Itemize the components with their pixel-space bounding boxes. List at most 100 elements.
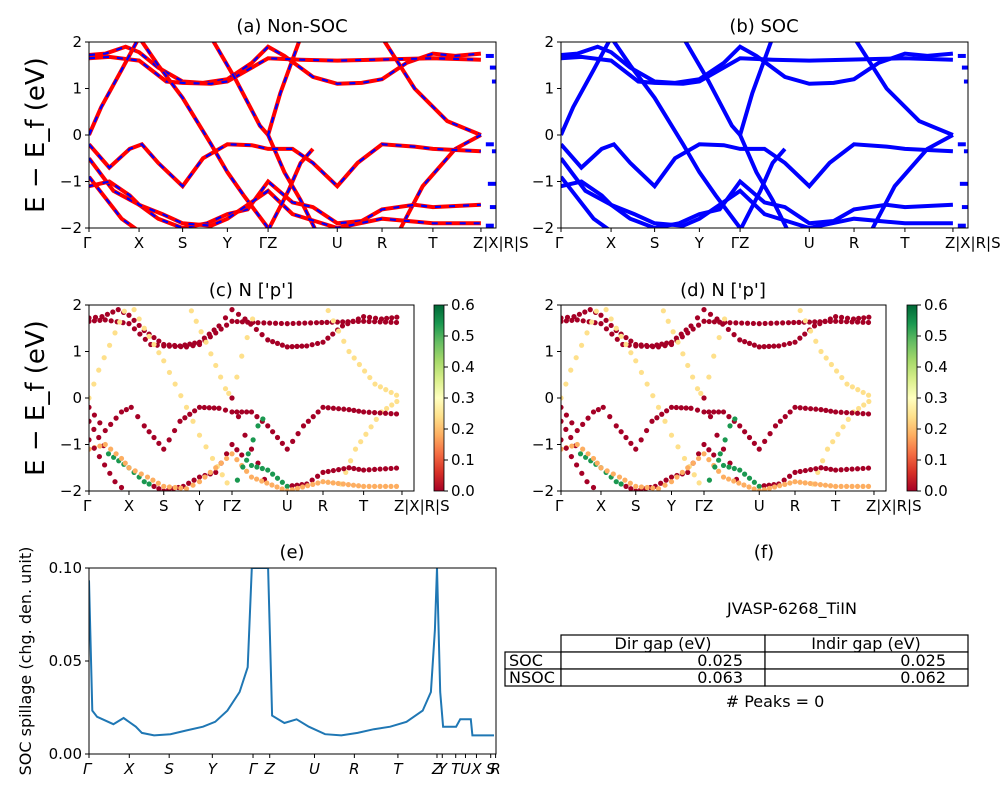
projection-point — [727, 423, 733, 429]
projection-point — [226, 390, 232, 396]
projection-point — [818, 465, 824, 471]
material-id: JVASP-6268_TiIN — [726, 599, 857, 619]
projection-point — [711, 319, 718, 325]
projection-point — [361, 318, 367, 324]
projection-point — [674, 474, 680, 480]
projection-point — [265, 337, 271, 343]
projection-point — [330, 405, 336, 411]
projection-point — [377, 483, 383, 489]
projection-point — [203, 339, 209, 345]
projection-point — [823, 407, 829, 413]
projection-point — [320, 479, 326, 485]
projection-point — [628, 486, 634, 491]
projection-point — [691, 472, 697, 478]
y-tick-label: 2 — [544, 33, 554, 51]
projection-point — [608, 322, 614, 329]
projection-point — [761, 344, 767, 350]
projection-point — [371, 410, 378, 416]
projection-point — [720, 462, 727, 469]
projection-point — [151, 434, 157, 441]
projection-point — [577, 451, 584, 457]
projection-point — [644, 343, 650, 349]
x-tick-label: T — [830, 497, 841, 515]
x-tick-label: Γ — [249, 760, 259, 778]
projection-point — [711, 409, 717, 415]
projection-point — [362, 368, 368, 374]
projection-point — [207, 469, 213, 475]
projection-point — [584, 330, 590, 336]
projection-point — [211, 405, 217, 411]
projection-point — [633, 343, 639, 349]
projection-point — [695, 455, 702, 462]
projection-point — [118, 484, 125, 491]
projection-point — [668, 432, 675, 438]
projection-point — [849, 384, 855, 390]
projection-point — [178, 393, 184, 399]
projection-point — [574, 317, 580, 323]
projection-point — [207, 334, 213, 340]
x-tick-label: Z|X|R|S — [866, 497, 922, 515]
projection-point — [122, 460, 128, 466]
projection-point — [274, 475, 281, 481]
projection-point — [336, 328, 342, 334]
projection-point — [290, 438, 296, 444]
projection-point — [813, 338, 819, 344]
x-tick-label: X — [123, 760, 135, 778]
projection-point — [131, 326, 138, 332]
colorbar-tick-label: 0.6 — [924, 296, 948, 314]
projection-point — [679, 334, 685, 340]
projection-point — [638, 343, 645, 349]
projection-point — [746, 475, 753, 481]
projection-point — [701, 451, 707, 457]
projection-point — [587, 307, 593, 313]
projection-point — [187, 411, 193, 417]
projection-point — [658, 480, 664, 486]
projection-point — [254, 464, 260, 470]
projection-point — [141, 325, 147, 331]
projection-point — [812, 481, 818, 487]
projection-point — [607, 414, 613, 420]
gap-table: Dir gap (eV) Indir gap (eV) SOC 0.025 0.… — [504, 634, 969, 687]
projection-point — [726, 414, 732, 420]
projection-point — [711, 452, 717, 458]
projection-point — [96, 434, 102, 441]
projection-point — [234, 374, 240, 380]
projection-point — [346, 465, 352, 471]
projection-point — [141, 479, 147, 485]
projection-point — [751, 479, 757, 485]
projection-point — [325, 468, 331, 475]
projection-point — [701, 441, 707, 448]
panel-b-ticks: −2 −1 0 1 2 Γ X S Y ΓZ U R T Z|X|R|S — [532, 33, 1000, 252]
projection-point — [727, 320, 733, 326]
projection-point — [193, 318, 199, 324]
projection-point — [274, 434, 281, 441]
projection-point — [673, 404, 679, 411]
projection-point — [720, 474, 727, 480]
x-tick-label: T — [899, 234, 910, 252]
projection-point — [792, 404, 798, 410]
x-tick-label: ΓZ — [731, 234, 750, 252]
projection-point — [196, 479, 203, 485]
projection-point — [741, 482, 747, 488]
projection-point — [259, 478, 265, 484]
projection-point — [389, 402, 395, 408]
panel-b: (b) SOC −2 −1 0 1 2 Γ X S Y ΓZ U R T Z|X|R|S — [532, 16, 1000, 252]
panel-e: (e) 0.000.050.10Γ X S Y Γ Z U R T ZY T U X SR SOC spi… — [16, 542, 501, 778]
projection-point — [336, 467, 342, 473]
projection-point — [382, 410, 389, 416]
projection-point — [341, 466, 347, 472]
projection-point — [817, 319, 823, 325]
projection-point — [561, 404, 564, 410]
projection-point — [574, 462, 580, 468]
projection-point — [128, 404, 134, 410]
projection-point — [126, 298, 131, 303]
y-tick-label: −1 — [60, 436, 82, 454]
x-tick-label: X — [606, 234, 616, 252]
projection-point — [203, 444, 209, 450]
projection-point — [245, 319, 251, 325]
panel-e-title: (e) — [279, 542, 304, 563]
table-cell-nsoc-dir: 0.063 — [697, 668, 743, 687]
projection-point — [843, 319, 850, 325]
projection-point — [865, 319, 872, 326]
projection-point — [820, 458, 826, 464]
